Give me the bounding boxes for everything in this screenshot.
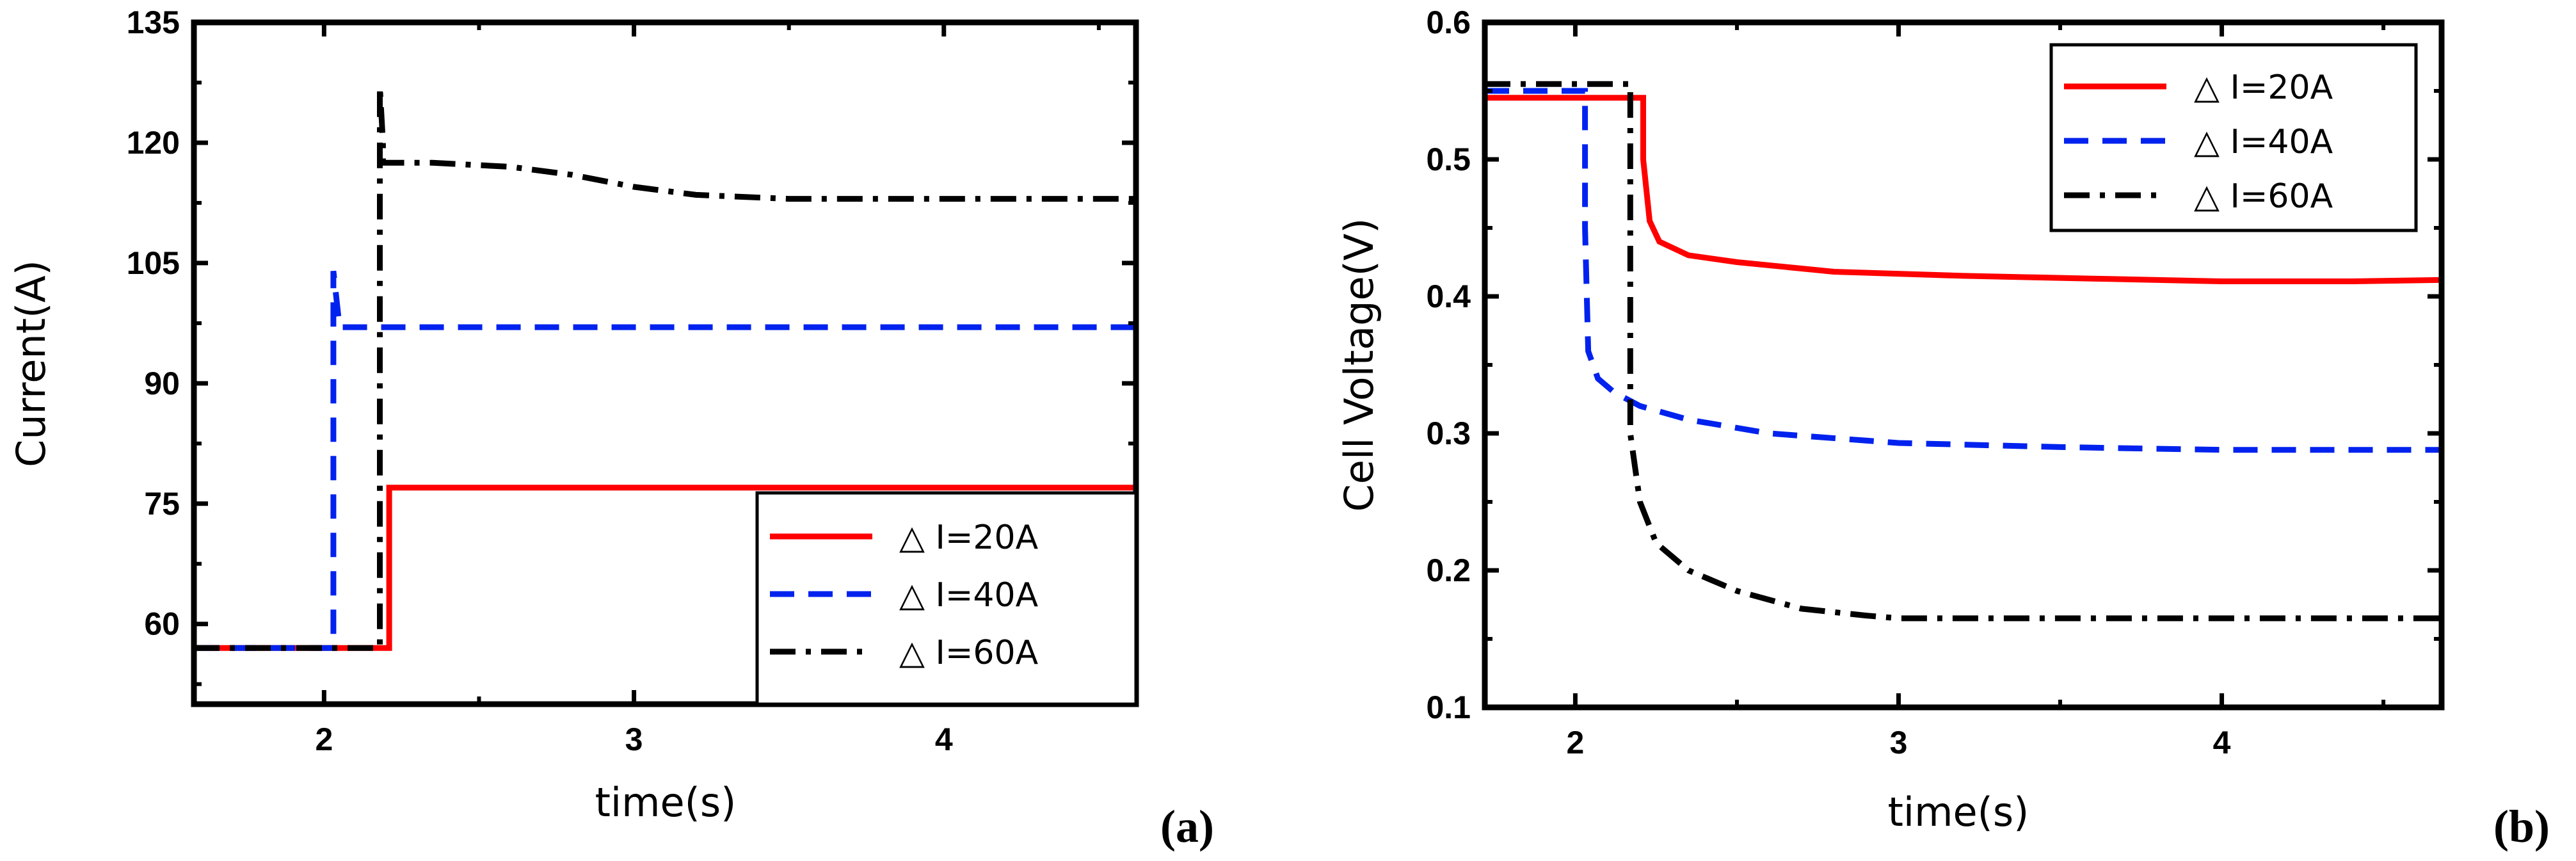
y-tick-label: 120 (127, 125, 180, 161)
legend-label-2: △ I=40A (899, 576, 1039, 615)
legend-box (755, 491, 1138, 706)
y-tick-label: 0.1 (1426, 689, 1471, 725)
y-tick-label: 60 (144, 606, 180, 642)
y-tick-label: 0.6 (1426, 4, 1471, 40)
y-tick-label: 105 (127, 245, 180, 281)
y-axis-title: Current(A) (8, 260, 54, 467)
legend-label-1: △ I=20A (899, 519, 1039, 557)
legend-label-1: △ I=20A (2194, 68, 2333, 107)
legend: △ I=20A △ I=40A △ I=60A (2049, 43, 2418, 232)
series-line-2 (1485, 88, 2442, 453)
x-tick-label: 4 (2213, 725, 2231, 760)
x-axis-title: time(s) (595, 779, 737, 826)
x-tick-label: 3 (1890, 725, 1908, 760)
panel-label: (b) (2493, 801, 2550, 852)
legend-label-3: △ I=60A (2194, 177, 2333, 216)
series-line-3 (1485, 81, 2442, 622)
legend-label-2: △ I=40A (2194, 123, 2333, 161)
legend-box (2049, 43, 2418, 232)
x-tick-label: 2 (1567, 725, 1585, 760)
chart-panel-a: 60 75 90 105 120 135 2 3 4 Current(A) time(s) (a) △ … (8, 4, 1214, 852)
x-tick-label: 2 (315, 721, 333, 757)
y-axis-title: Cell Voltage(V) (1336, 218, 1382, 512)
x-tick-label: 3 (625, 721, 643, 757)
x-axis-title: time(s) (1888, 789, 2029, 835)
series-line-3 (194, 86, 1136, 651)
y-tick-label: 75 (144, 486, 180, 522)
y-tick-label: 0.2 (1426, 552, 1471, 588)
legend-label-3: △ I=60A (899, 634, 1039, 672)
x-tick-label: 4 (935, 721, 953, 757)
chart-panel-b: 0.1 0.2 0.3 0.4 0.5 0.6 2 3 4 Cell Voltage(V) time… (1336, 4, 2550, 852)
legend: △ I=20A △ I=40A △ I=60A (755, 491, 1138, 706)
panel-label: (a) (1160, 801, 1214, 852)
plot-frame (191, 19, 1139, 707)
y-tick-label: 135 (127, 4, 180, 40)
series-line-1 (1485, 95, 2442, 284)
series-line-2 (194, 270, 1136, 651)
y-tick-label: 0.5 (1426, 141, 1471, 177)
y-tick-label: 0.4 (1426, 278, 1471, 314)
y-tick-label: 90 (144, 366, 180, 401)
y-tick-label: 0.3 (1426, 415, 1471, 451)
